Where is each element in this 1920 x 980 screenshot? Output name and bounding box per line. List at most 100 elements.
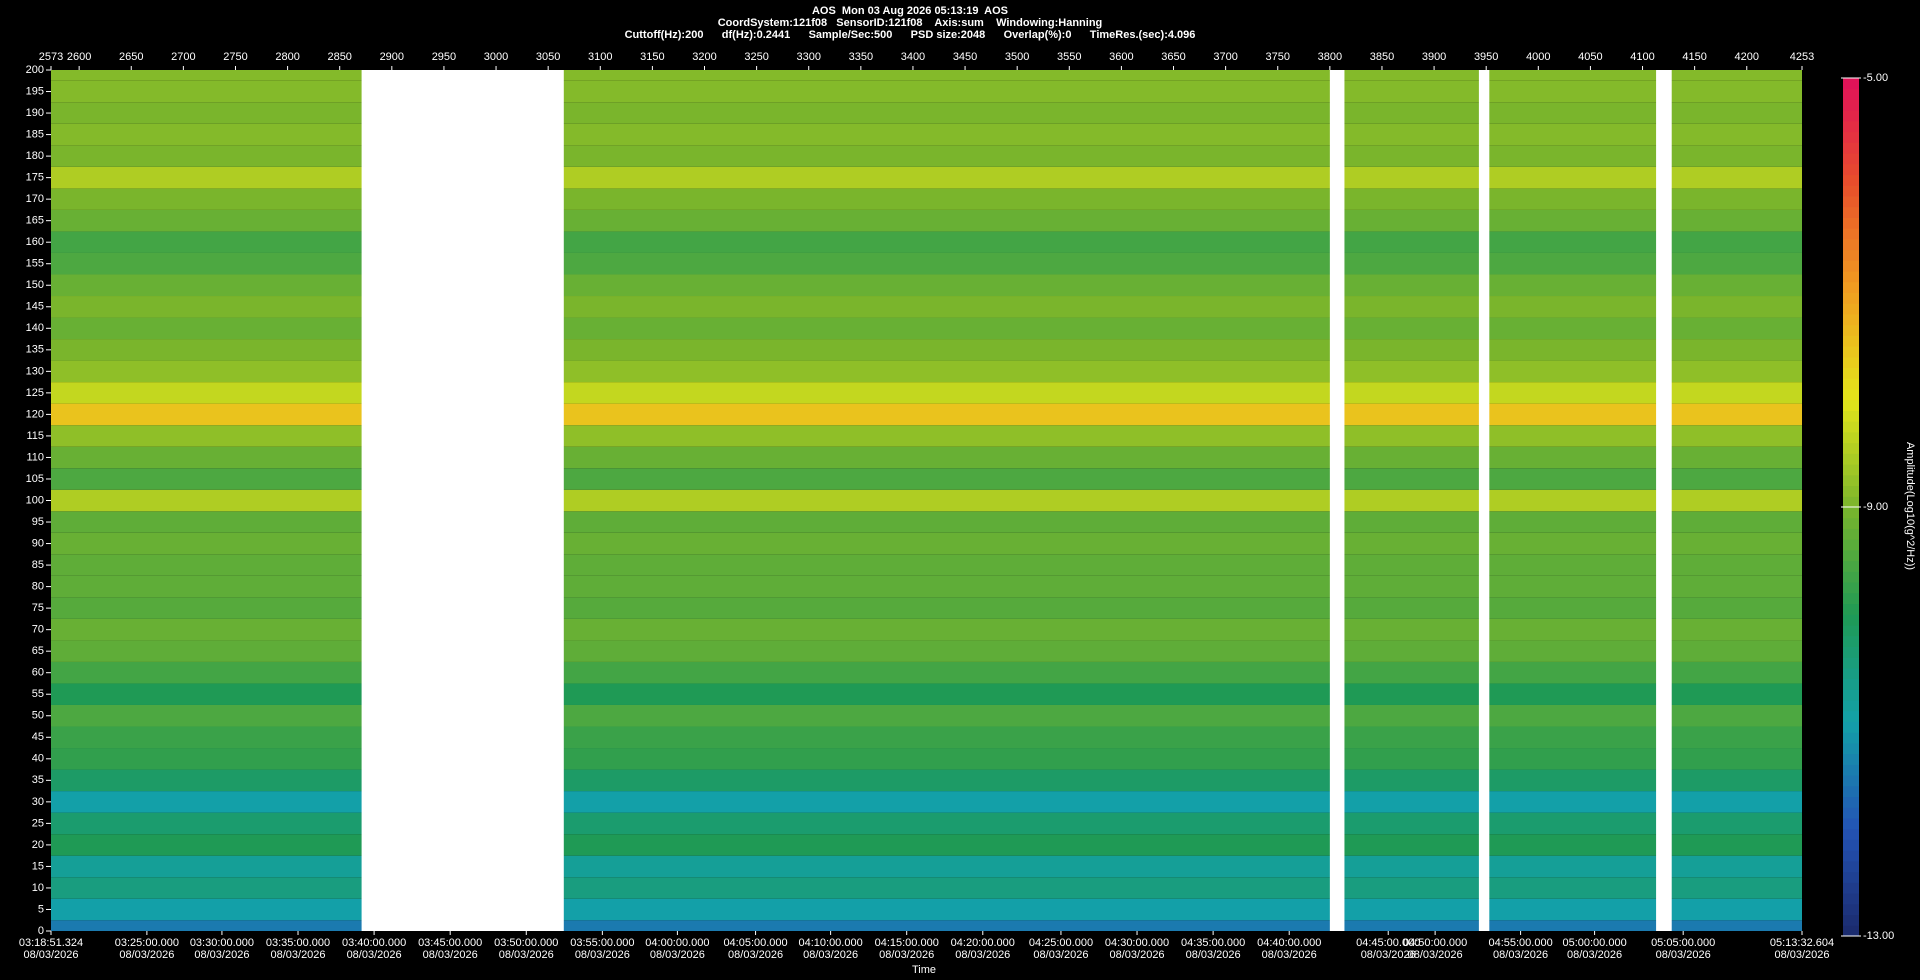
spectral-band xyxy=(51,812,1802,835)
spectral-band xyxy=(51,123,1802,146)
y-tick-label: 185 xyxy=(26,128,44,140)
y-tick-label: 55 xyxy=(32,688,44,700)
x-tick-label: 3400 xyxy=(901,51,925,63)
colorbar-segment xyxy=(1843,464,1859,476)
spectral-band xyxy=(51,382,1802,404)
x-tick-label: 3900 xyxy=(1422,51,1446,63)
date-label: 08/03/2026 xyxy=(119,949,174,961)
y-tick-label: 80 xyxy=(32,581,44,593)
time-tick-label: 03:35:00.000 xyxy=(266,937,330,949)
time-tick-label: 04:45:00.000 xyxy=(1356,937,1420,949)
spectral-band xyxy=(51,554,1802,576)
spectral-band xyxy=(51,834,1802,856)
colorbar-segment xyxy=(1843,796,1859,808)
time-tick-label: 04:20:00.000 xyxy=(951,937,1015,949)
spectral-band xyxy=(51,877,1802,899)
colorbar-segment xyxy=(1843,410,1859,422)
date-label: 08/03/2026 xyxy=(955,949,1010,961)
spectral-band xyxy=(51,145,1802,167)
colorbar-segment xyxy=(1843,249,1859,261)
colorbar-segment xyxy=(1843,431,1859,444)
x-tick-label: 3700 xyxy=(1213,51,1237,63)
colorbar-segment xyxy=(1843,592,1859,605)
colorbar-segment xyxy=(1843,624,1859,637)
colorbar-segment xyxy=(1843,313,1859,326)
spectral-band xyxy=(51,231,1802,253)
y-tick-label: 0 xyxy=(38,925,44,937)
colorbar-segment xyxy=(1843,367,1859,379)
y-tick-label: 75 xyxy=(32,602,44,614)
colorbar-segment xyxy=(1843,678,1859,690)
time-tick-label: 05:00:00.000 xyxy=(1562,937,1626,949)
colorbar-segment xyxy=(1843,378,1859,390)
colorbar-segment xyxy=(1843,560,1859,572)
x-tick-label: 3850 xyxy=(1370,51,1394,63)
y-tick-label: 165 xyxy=(26,215,44,227)
y-tick-label: 150 xyxy=(26,279,44,291)
colorbar-segment xyxy=(1843,507,1859,519)
colorbar-segment xyxy=(1843,860,1859,873)
y-tick-label: 195 xyxy=(26,85,44,97)
date-label: 08/03/2026 xyxy=(270,949,325,961)
x-tick-label: 4200 xyxy=(1735,51,1759,63)
x-tick-label: 3050 xyxy=(536,51,560,63)
x-tick-label: 2950 xyxy=(432,51,456,63)
spectral-band xyxy=(51,661,1802,684)
colorbar-segment xyxy=(1843,539,1859,551)
spectral-band xyxy=(51,726,1802,749)
y-tick-label: 60 xyxy=(32,667,44,679)
colorbar-segment xyxy=(1843,421,1859,433)
spectral-band xyxy=(51,252,1802,275)
date-label: 08/03/2026 xyxy=(1774,949,1829,961)
time-tick-label: 04:00:00.000 xyxy=(645,937,709,949)
colorbar-tick-label: -13.00 xyxy=(1863,930,1894,942)
y-tick-label: 190 xyxy=(26,107,44,119)
colorbar-segment xyxy=(1843,603,1859,615)
y-tick-label: 180 xyxy=(26,150,44,162)
spectral-band xyxy=(51,898,1802,921)
data-gap xyxy=(1656,70,1672,931)
colorbar-segment xyxy=(1843,807,1859,819)
time-tick-label: 04:50:00.000 xyxy=(1403,937,1467,949)
colorbar-segment xyxy=(1843,528,1859,540)
colorbar-segment xyxy=(1843,710,1859,722)
x-axis-label: Time xyxy=(912,964,936,976)
y-tick-label: 105 xyxy=(26,473,44,485)
date-label: 08/03/2026 xyxy=(1361,949,1416,961)
date-label: 08/03/2026 xyxy=(879,949,934,961)
x-tick-label: 4253 xyxy=(1790,51,1814,63)
colorbar-segment xyxy=(1843,110,1859,122)
spectral-band xyxy=(51,317,1802,340)
x-tick-label: 2650 xyxy=(119,51,143,63)
y-tick-label: 175 xyxy=(26,172,44,184)
x-tick-label: 2800 xyxy=(275,51,299,63)
spectral-band xyxy=(51,360,1802,383)
colorbar-segment xyxy=(1843,764,1859,776)
y-tick-label: 95 xyxy=(32,516,44,528)
colorbar-segment xyxy=(1843,324,1859,336)
header-line: Cuttoff(Hz):200 df(Hz):0.2441 Sample/Sec… xyxy=(625,29,1196,41)
spectral-band xyxy=(51,166,1802,189)
time-tick-label: 04:35:00.000 xyxy=(1181,937,1245,949)
colorbar-segment xyxy=(1843,517,1859,529)
date-label: 08/03/2026 xyxy=(1408,949,1463,961)
date-label: 08/03/2026 xyxy=(1493,949,1548,961)
colorbar-segment xyxy=(1843,903,1859,916)
header-line: CoordSystem:121f08 SensorID:121f08 Axis:… xyxy=(718,17,1103,29)
x-tick-label: 3000 xyxy=(484,51,508,63)
colorbar-segment xyxy=(1843,914,1859,926)
colorbar-segment xyxy=(1843,88,1859,100)
colorbar-segment xyxy=(1843,582,1859,594)
date-label: 08/03/2026 xyxy=(423,949,478,961)
colorbar-segment xyxy=(1843,99,1859,111)
date-label: 08/03/2026 xyxy=(650,949,705,961)
x-tick-label: 4100 xyxy=(1630,51,1654,63)
colorbar-segment xyxy=(1843,228,1859,240)
spectral-band xyxy=(51,748,1802,770)
y-tick-label: 25 xyxy=(32,817,44,829)
x-tick-label: 3300 xyxy=(796,51,820,63)
x-tick-label: 3200 xyxy=(692,51,716,63)
colorbar-segment xyxy=(1843,453,1859,465)
x-tick-label: 3450 xyxy=(953,51,977,63)
